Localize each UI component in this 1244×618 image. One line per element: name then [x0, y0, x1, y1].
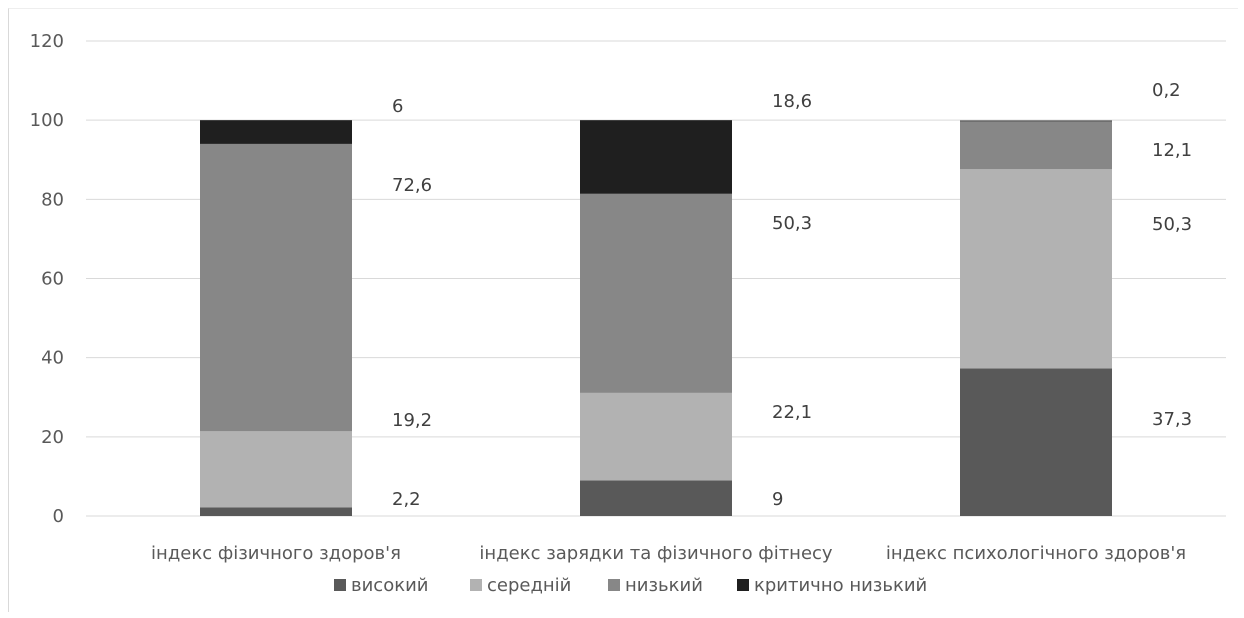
category-label: індекс психологічного здоров'я — [886, 543, 1186, 564]
bar-segment — [580, 392, 732, 481]
data-label: 2,2 — [392, 489, 421, 510]
legend-label: критично низький — [754, 575, 927, 596]
legend-swatch — [737, 579, 749, 591]
legend-swatch — [470, 579, 482, 591]
data-label: 37,3 — [1152, 409, 1192, 430]
bar-segment — [960, 120, 1112, 122]
data-label: 9 — [772, 489, 783, 510]
bar-segment — [200, 431, 352, 508]
y-tick-label: 120 — [30, 31, 64, 52]
bar-segment — [200, 120, 352, 144]
data-labels: 2,2 19,2 72,6 6 9 22,1 50,3 18,6 37,3 50,3 12,1 0,2 — [392, 80, 1192, 510]
chart-border — [8, 8, 1238, 612]
data-label: 0,2 — [1152, 80, 1181, 101]
y-tick-label: 100 — [30, 110, 64, 131]
data-label: 12,1 — [1152, 140, 1192, 161]
legend-swatch — [608, 579, 620, 591]
y-tick-label: 20 — [41, 427, 64, 448]
bar-segment — [580, 480, 732, 516]
data-label: 6 — [392, 96, 403, 117]
bar-segment — [580, 193, 732, 393]
bar-segment — [960, 368, 1112, 516]
y-tick-label: 40 — [41, 348, 64, 369]
legend-label: високий — [351, 575, 428, 596]
legend-label: середній — [487, 575, 571, 596]
data-label: 50,3 — [772, 213, 812, 234]
data-label: 18,6 — [772, 91, 812, 112]
x-axis: індекс фізичного здоров'я індекс зарядки … — [151, 543, 1186, 564]
bar-segment — [580, 120, 732, 194]
legend-swatch — [334, 579, 346, 591]
data-label: 72,6 — [392, 175, 432, 196]
data-label: 22,1 — [772, 402, 812, 423]
category-label: індекс зарядки та фізичного фітнесу — [479, 543, 832, 564]
data-label: 50,3 — [1152, 214, 1192, 235]
bar-segment — [960, 169, 1112, 369]
bars — [200, 120, 1112, 516]
bar-segment — [200, 143, 352, 432]
y-tick-label: 60 — [41, 269, 64, 290]
legend: високий середній низький критично низький — [334, 575, 927, 596]
bar-segment — [960, 121, 1112, 170]
bar-segment — [200, 507, 352, 516]
category-label: індекс фізичного здоров'я — [151, 543, 401, 564]
data-label: 19,2 — [392, 410, 432, 431]
y-tick-label: 0 — [53, 506, 64, 527]
legend-label: низький — [625, 575, 703, 596]
y-tick-label: 80 — [41, 189, 64, 210]
